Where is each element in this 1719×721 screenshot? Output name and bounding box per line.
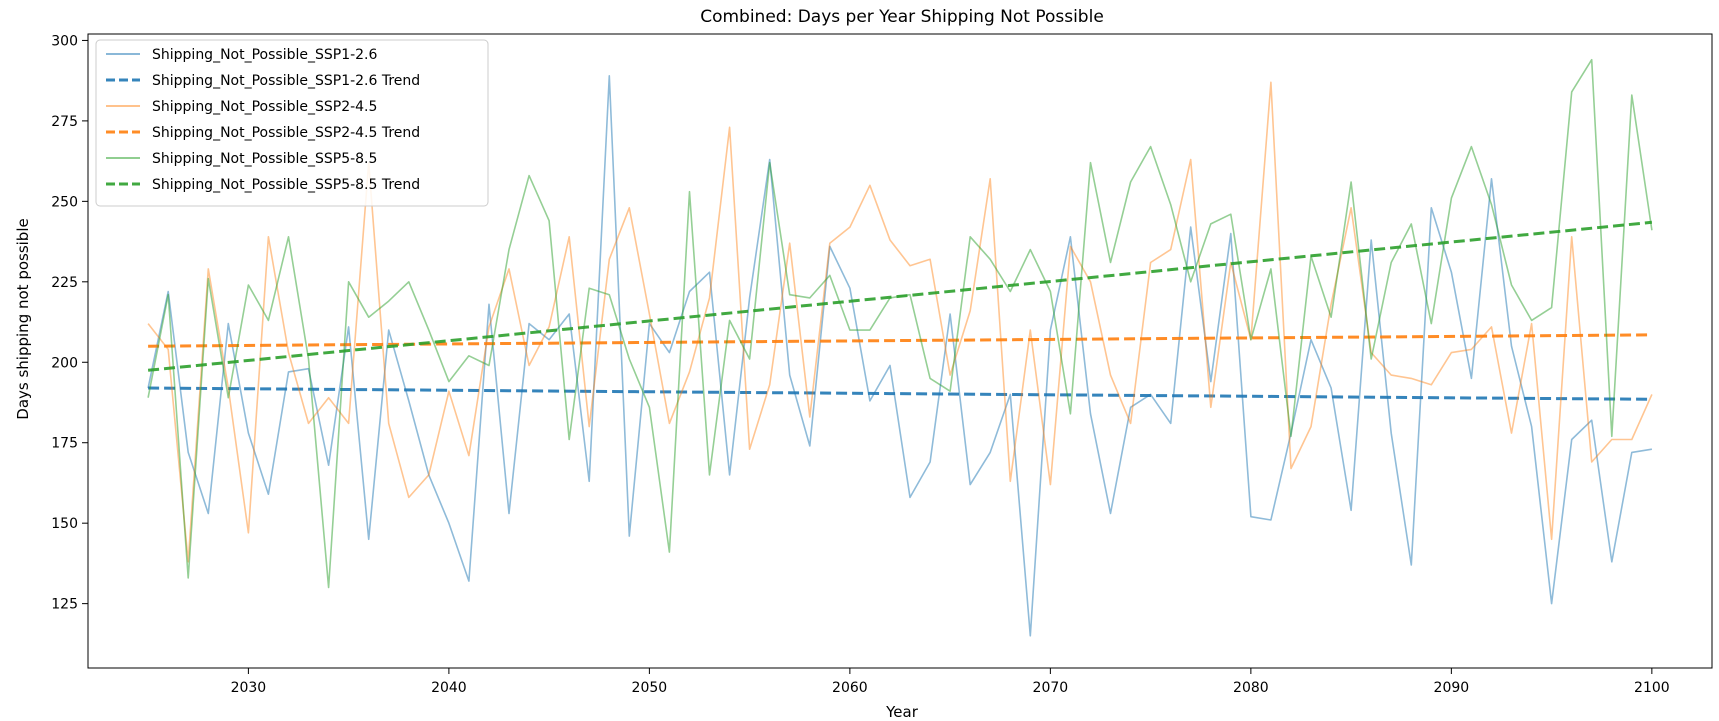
y-tick-label: 275 — [51, 114, 78, 130]
y-tick-label: 250 — [51, 194, 78, 210]
series-line-5 — [147, 220, 1653, 372]
plot-frame — [87, 33, 1713, 669]
y-tick-label: 200 — [51, 355, 78, 371]
series-line-2 — [147, 81, 1653, 563]
series-line-1 — [148, 386, 1652, 401]
x-axis-label: Year — [885, 703, 919, 721]
y-axis-label: Days shipping not possible — [14, 218, 32, 419]
series-line-3 — [148, 333, 1652, 348]
y-tick-label: 225 — [51, 275, 78, 291]
legend-label-1: Shipping_Not_Possible_SSP1-2.6 Trend — [152, 73, 420, 89]
x-tick-label: 2040 — [431, 680, 467, 696]
y-tick-label: 150 — [51, 516, 78, 532]
legend: Shipping_Not_Possible_SSP1-2.6 Shipping_N… — [95, 39, 489, 207]
legend-label-4: Shipping_Not_Possible_SSP5-8.5 — [152, 151, 377, 167]
x-tick-label: 2080 — [1233, 680, 1269, 696]
y-tick-label: 125 — [51, 597, 78, 613]
chart-title: Combined: Days per Year Shipping Not Pos… — [700, 7, 1104, 27]
x-tick-label: 2090 — [1434, 680, 1470, 696]
plot-area: 2030 2040 2050 2060 2070 2080 2090 2100 125 150 17… — [51, 33, 1713, 696]
legend-label-5: Shipping_Not_Possible_SSP5-8.5 Trend — [152, 177, 420, 193]
legend-box — [95, 39, 489, 207]
x-tick-label: 2060 — [832, 680, 868, 696]
y-tick-label: 300 — [51, 33, 78, 49]
legend-label-2: Shipping_Not_Possible_SSP2-4.5 — [152, 99, 377, 115]
x-tick-label: 2070 — [1033, 680, 1069, 696]
x-tick-label: 2050 — [632, 680, 668, 696]
legend-label-0: Shipping_Not_Possible_SSP1-2.6 — [152, 47, 378, 63]
y-tick-label: 175 — [51, 436, 78, 452]
series-line-0 — [147, 75, 1653, 637]
legend-label-3: Shipping_Not_Possible_SSP2-4.5 Trend — [152, 125, 420, 141]
x-tick-label: 2030 — [231, 680, 267, 696]
x-tick-label: 2100 — [1634, 680, 1670, 696]
